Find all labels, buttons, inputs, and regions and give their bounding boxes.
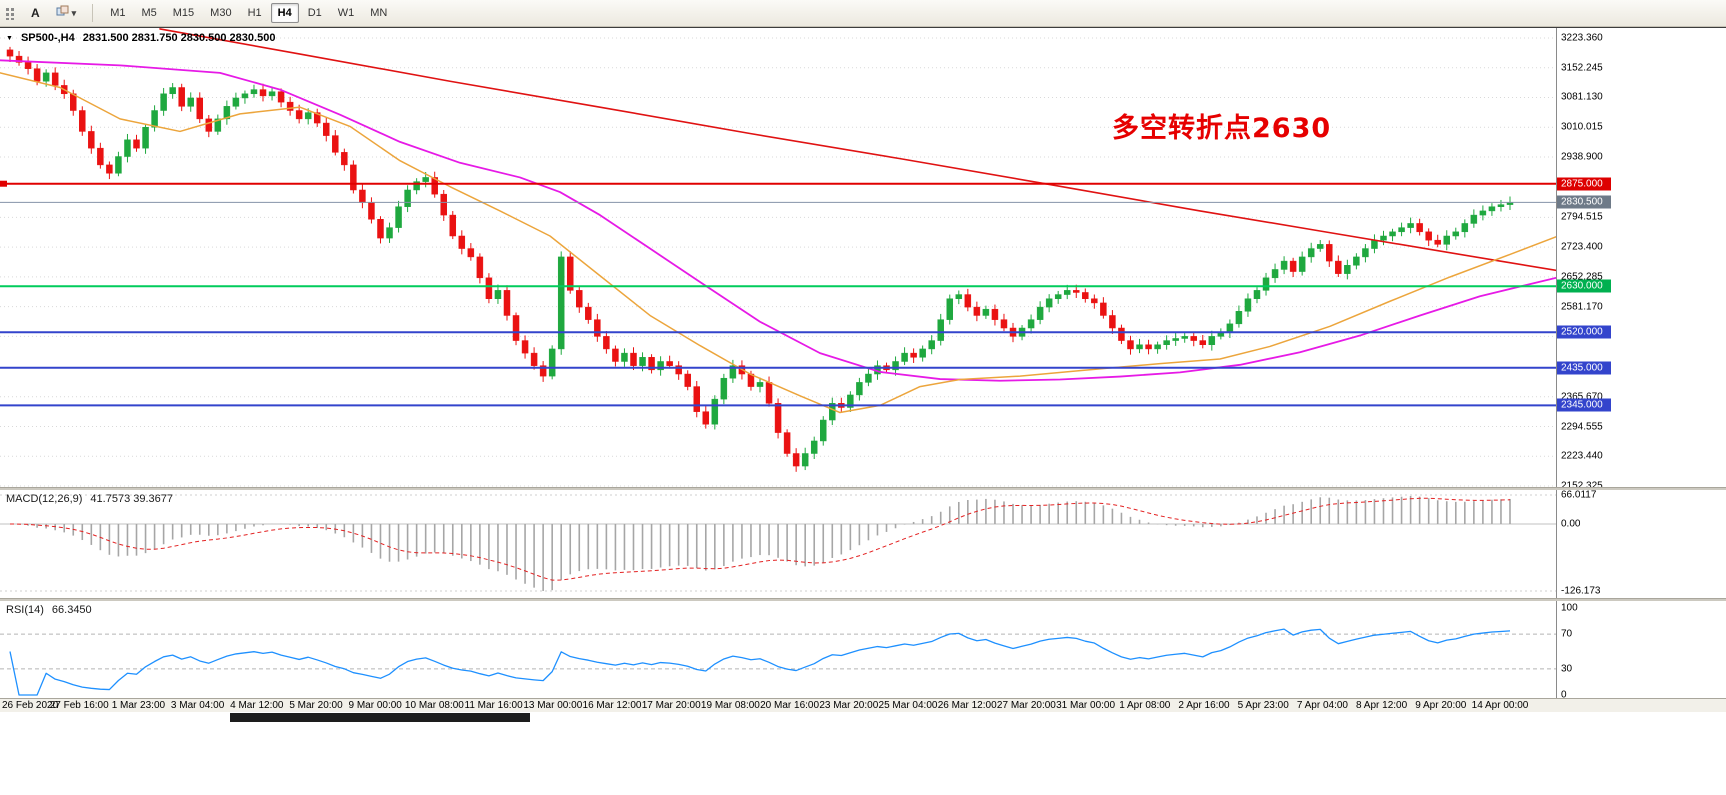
- time-axis-label: 27 Feb 16:00: [49, 700, 109, 711]
- panel-separator[interactable]: [0, 487, 1726, 490]
- timeframe-button-m15[interactable]: M15: [172, 7, 195, 19]
- time-axis-label: 2 Apr 16:00: [1178, 700, 1230, 711]
- chart-mode-button[interactable]: ▾: [49, 2, 84, 24]
- time-axis-label: 1 Mar 23:00: [111, 700, 166, 711]
- rsi-axis-label: 100: [1561, 602, 1578, 614]
- price-axis-label: 2652.285: [1561, 271, 1603, 283]
- chart-mode-icon: [56, 5, 69, 21]
- price-badge-2520.000: 2520.000: [1557, 325, 1611, 339]
- chart-frame-line: [0, 27, 1726, 28]
- time-axis-label: 10 Mar 08:00: [404, 700, 464, 711]
- price-axis-label: 3010.015: [1561, 121, 1603, 133]
- rsi-axis-label: 0: [1561, 689, 1567, 701]
- rsi-axis: 100 70 30 0: [1557, 601, 1726, 701]
- time-axis-label: 9 Mar 00:00: [348, 700, 402, 711]
- chevron-down-icon: ▾: [71, 7, 77, 18]
- price-axis: 3223.360 3152.245 3081.130 3010.015 2938.900…: [1557, 28, 1726, 491]
- time-axis-label: 16 Mar 12:00: [582, 700, 642, 711]
- macd-axis: 66.0117 0.00 -126.173: [1557, 490, 1726, 598]
- price-badge-2630.000: 2630.000: [1557, 279, 1611, 293]
- timeframe-button-h1[interactable]: H1: [247, 7, 262, 19]
- time-axis-label: 4 Mar 12:00: [230, 700, 284, 711]
- timeframe-button-m30[interactable]: M30: [210, 7, 232, 19]
- time-axis-label: 11 Mar 16:00: [464, 700, 523, 711]
- text-tool-label: A: [31, 6, 40, 20]
- price-axis-label: 2294.555: [1561, 421, 1603, 432]
- time-axis-label: 23 Mar 20:00: [819, 700, 879, 711]
- price-axis-label: 3223.360: [1561, 32, 1603, 44]
- bottom-dark-bar: [230, 713, 530, 722]
- toolbar-separator: [92, 4, 94, 22]
- macd-label: MACD(12,26,9) 41.7573 39.3677: [6, 493, 173, 505]
- time-axis-label: 14 Apr 00:00: [1471, 700, 1529, 711]
- symbol-title: SP500-,H4: [20, 32, 75, 44]
- rsi-name: RSI(14): [6, 604, 44, 616]
- time-axis-label: 19 Mar 08:00: [700, 700, 760, 711]
- rsi-axis-label: 30: [1561, 663, 1573, 675]
- price-axis-label: 2794.515: [1561, 211, 1603, 223]
- price-badge-2875.000: 2875.000: [1557, 177, 1611, 191]
- price-badge-2830.500: 2830.500: [1557, 195, 1611, 209]
- time-axis-label: 27 Mar 20:00: [996, 700, 1056, 711]
- timeframe-button-w1[interactable]: W1: [337, 7, 355, 19]
- macd-panel[interactable]: [0, 490, 1556, 598]
- timeframe-group: M1 M5 M15 M30 H1 H4 D1 W1 MN: [102, 3, 395, 23]
- time-axis-label: 5 Mar 20:00: [289, 700, 343, 711]
- time-axis-label: 1 Apr 08:00: [1119, 700, 1171, 711]
- time-axis-label: 13 Mar 00:00: [523, 700, 583, 711]
- price-axis-label: 3152.245: [1561, 62, 1603, 74]
- ohlc-values: 2831.500 2831.750 2830.500 2830.500: [82, 32, 276, 44]
- time-axis-label: 9 Apr 20:00: [1415, 700, 1467, 711]
- timeframe-button-d1[interactable]: D1: [307, 7, 322, 19]
- price-badge-2345.000: 2345.000: [1557, 398, 1611, 412]
- chart-marker-icon: ▼: [6, 34, 13, 42]
- price-axis-label: 2365.670: [1561, 391, 1603, 403]
- timeframe-button-h4[interactable]: H4: [270, 3, 299, 23]
- price-axis-label: 2938.900: [1561, 151, 1603, 163]
- time-axis-label: 26 Feb 2020: [2, 700, 59, 711]
- price-axis-label: 2723.400: [1561, 241, 1603, 253]
- price-axis-label: 2581.170: [1561, 301, 1603, 313]
- time-axis-label: 7 Apr 04:00: [1296, 700, 1348, 711]
- toolbar-grip-icon: [4, 6, 18, 20]
- time-axis-label: 25 Mar 04:00: [878, 700, 938, 711]
- rsi-value: 66.3450: [51, 604, 92, 616]
- time-axis-label: 5 Apr 23:00: [1237, 700, 1289, 711]
- macd-values: 41.7573 39.3677: [90, 493, 174, 505]
- rsi-axis-label: 70: [1561, 628, 1573, 640]
- rsi-label: RSI(14) 66.3450: [6, 604, 92, 616]
- panel-separator[interactable]: [0, 598, 1726, 601]
- time-axis-label: 31 Mar 00:00: [1056, 700, 1116, 711]
- price-axis-label: 2223.440: [1561, 450, 1603, 462]
- macd-axis-label: 0.00: [1561, 518, 1581, 530]
- price-axis-label: 3081.130: [1561, 91, 1603, 103]
- time-axis-label: 20 Mar 16:00: [760, 700, 820, 711]
- time-axis-label: 3 Mar 04:00: [170, 700, 225, 711]
- time-axis-label: 8 Apr 12:00: [1356, 700, 1408, 711]
- timeframe-button-m1[interactable]: M1: [110, 7, 126, 19]
- main-chart[interactable]: [0, 28, 1556, 487]
- chart-header: ▼ SP500-,H4 2831.500 2831.750 2830.500 2…: [6, 32, 275, 44]
- timeframe-button-m5[interactable]: M5: [141, 7, 157, 19]
- toolbar: A ▾ M1 M5 M15 M30 H1 H4 D1 W1 MN: [0, 0, 1726, 27]
- axis-divider: [1556, 28, 1557, 712]
- chart-annotation: 多空转折点2630: [1112, 113, 1332, 144]
- macd-name: MACD(12,26,9): [6, 493, 83, 505]
- rsi-panel[interactable]: [0, 601, 1556, 698]
- time-axis-label: 17 Mar 20:00: [641, 700, 701, 711]
- price-axis-label: 2152.325: [1561, 480, 1603, 492]
- timeframe-button-mn[interactable]: MN: [370, 7, 388, 19]
- time-axis: 26 Feb 2020 27 Feb 16:00 1 Mar 23:00 3 Mar …: [0, 698, 1726, 712]
- macd-axis-label: 66.0117: [1561, 489, 1597, 501]
- macd-axis-label: -126.173: [1561, 585, 1601, 597]
- text-tool-button[interactable]: A: [24, 3, 47, 23]
- time-axis-label: 26 Mar 12:00: [937, 700, 997, 711]
- price-badge-2435.000: 2435.000: [1557, 361, 1611, 375]
